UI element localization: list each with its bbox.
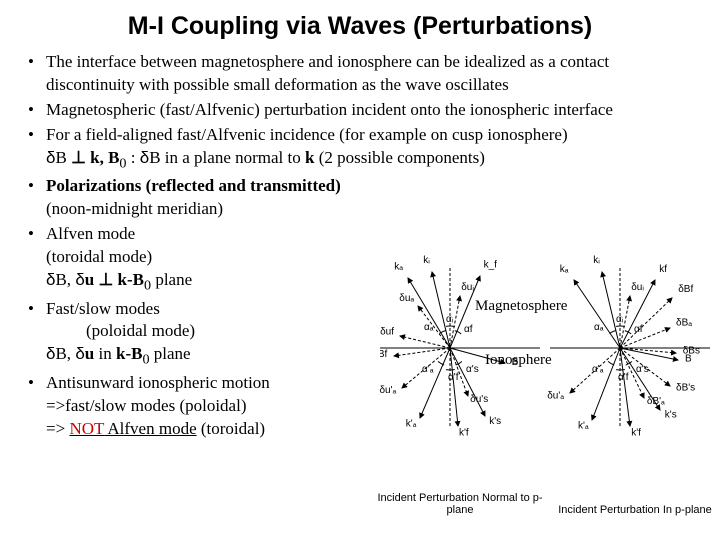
svg-text:δBf: δBf (380, 349, 388, 360)
caption-right: Incident Perturbation In p-plane (550, 504, 720, 516)
label-ionosphere: Ionosphere (485, 352, 552, 369)
bullet-1: The interface between magnetosphere and … (24, 51, 696, 97)
bullet-4-text: Polarizations (reflected and transmitted… (46, 176, 341, 195)
bullet-1-text: The interface between magnetosphere and … (46, 52, 609, 94)
svg-text:k'ₐ: k'ₐ (406, 418, 417, 429)
svg-text:δB's: δB's (676, 383, 695, 394)
svg-text:δu'ₐ: δu'ₐ (547, 390, 564, 401)
svg-text:k'f: k'f (459, 427, 469, 438)
svg-text:δuₐ: δuₐ (399, 293, 414, 304)
svg-text:δuᵢ: δuᵢ (461, 282, 474, 293)
svg-text:kf: kf (659, 264, 667, 275)
svg-text:α'ₐ: α'ₐ (422, 364, 434, 375)
svg-text:δuᵢ: δuᵢ (631, 282, 644, 293)
svg-text:αₐ: αₐ (424, 322, 434, 333)
bullet-3-text: For a field-aligned fast/Alfvenic incide… (46, 125, 568, 144)
svg-text:k's: k's (489, 416, 501, 427)
svg-text:αf: αf (634, 324, 643, 335)
svg-text:kₐ: kₐ (560, 264, 569, 275)
bullet-2: Magnetospheric (fast/Alfvenic) perturbat… (24, 99, 696, 122)
svg-text:δuf: δuf (380, 327, 394, 338)
page-title: M-I Coupling via Waves (Perturbations) (24, 12, 696, 41)
svg-text:kᵢ: kᵢ (593, 255, 600, 266)
svg-text:k_f: k_f (484, 259, 498, 270)
svg-text:α's: α's (466, 364, 479, 375)
svg-text:k'ₐ: k'ₐ (578, 421, 589, 432)
svg-text:k's: k's (665, 409, 677, 420)
svg-text:δBₐ: δBₐ (676, 318, 692, 329)
label-magnetosphere: Magnetosphere (475, 298, 567, 315)
bullet-2-text: Magnetospheric (fast/Alfvenic) perturbat… (46, 100, 613, 119)
diagram-area: kₐ kᵢ k_f δuₐ δuᵢ δuf δBf k'ₐ k'f k's δu'ₐ Bδu's kₐ k… (380, 220, 710, 520)
svg-text:αᵢ: αᵢ (446, 314, 454, 325)
svg-text:kₐ: kₐ (394, 262, 403, 273)
bullet-4: Polarizations (reflected and transmitted… (24, 175, 696, 221)
svg-text:k'f: k'f (631, 427, 641, 438)
svg-text:αₐ: αₐ (594, 322, 604, 333)
svg-text:δu'ₐ: δu'ₐ (380, 385, 397, 396)
bullet-5-text: Alfven mode (46, 224, 135, 243)
bullet-7-text: Antisunward ionospheric motion (46, 373, 270, 392)
svg-text:αf: αf (464, 324, 473, 335)
svg-text:kᵢ: kᵢ (423, 255, 430, 266)
svg-text:α'ₐ: α'ₐ (592, 364, 604, 375)
svg-text:α's: α's (636, 364, 649, 375)
svg-text:α'f: α'f (618, 372, 629, 383)
caption-left: Incident Perturbation Normal to p-plane (370, 492, 550, 516)
svg-text:δBf: δBf (678, 284, 693, 295)
bullet-6-text: Fast/slow modes (46, 299, 160, 318)
bullet-3: For a field-aligned fast/Alfvenic incide… (24, 124, 696, 173)
svg-text:δB'ₐ: δB'ₐ (647, 396, 665, 407)
svg-text:αᵢ: αᵢ (616, 314, 624, 325)
svg-text:α'f: α'f (448, 372, 459, 383)
svg-text:B: B (685, 353, 692, 364)
bullet-4-sub: (noon-midnight meridian) (46, 198, 696, 221)
bullet-3-sub: δB ⊥ k, B0 : δB in a plane normal to k (… (46, 147, 696, 174)
svg-text:δu's: δu's (470, 394, 488, 405)
